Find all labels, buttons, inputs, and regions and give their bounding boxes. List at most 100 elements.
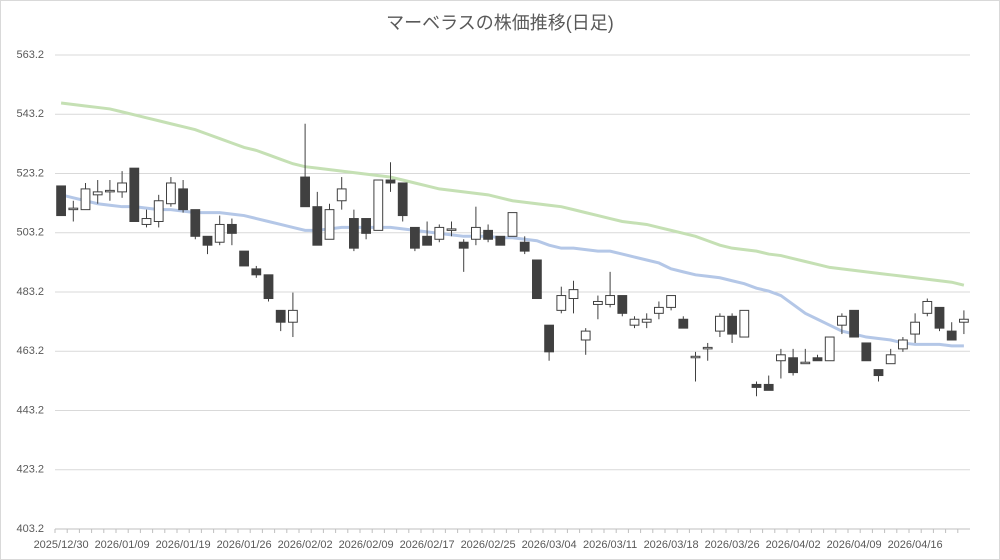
candle-body [166, 182, 176, 205]
candle-body [214, 223, 225, 243]
candle-body [873, 369, 884, 377]
candle-body [178, 188, 188, 211]
candle-body [495, 235, 506, 246]
x-tick-label: 2026/01/09 [95, 539, 150, 551]
candle-body [568, 289, 579, 300]
candle-body [654, 306, 664, 314]
candle-body [397, 182, 408, 217]
y-tick-label: 443.2 [16, 404, 44, 416]
x-tick-label: 2026/03/04 [522, 539, 577, 551]
candle-body [56, 185, 66, 217]
x-tick-label: 2026/02/17 [400, 539, 455, 551]
candle-body [739, 309, 750, 338]
candle-body [263, 274, 274, 300]
candle-body [227, 223, 237, 234]
candle-body [641, 318, 652, 323]
x-tick-label: 2026/02/02 [278, 539, 333, 551]
x-tick-label: 2025/12/30 [34, 539, 89, 551]
candle-body [324, 209, 335, 240]
candle-body [690, 355, 701, 359]
y-tick-label: 403.2 [16, 523, 44, 535]
x-tick-label: 2026/04/09 [827, 539, 882, 551]
y-tick-label: 523.2 [16, 167, 44, 179]
candle-body [922, 300, 933, 314]
candle-body [202, 235, 213, 246]
candle-body [946, 330, 957, 341]
candle-body [959, 318, 969, 323]
candle-body [385, 179, 396, 184]
x-tick-label: 2026/01/19 [156, 539, 211, 551]
candle-body [629, 318, 640, 326]
y-tick-label: 463.2 [16, 345, 44, 357]
candle-body [934, 306, 945, 329]
candle-body [239, 250, 249, 267]
candle-body [580, 330, 591, 341]
candle-body [788, 357, 798, 374]
candle-body [300, 176, 310, 208]
candle-body [422, 235, 432, 246]
candle-body [141, 218, 152, 225]
candle-body [410, 226, 420, 249]
x-tick-label: 2026/04/02 [766, 539, 821, 551]
candle-body [751, 383, 762, 388]
candle-body [702, 346, 713, 350]
candle-body [885, 354, 896, 365]
candle-body [361, 218, 371, 234]
chart-title: マーベラスの株価推移(日足) [386, 13, 614, 33]
candle-body [678, 318, 689, 329]
y-tick-label: 503.2 [16, 227, 44, 239]
candle-body [593, 300, 603, 305]
x-tick-label: 2026/02/25 [461, 539, 516, 551]
candle-body [763, 383, 774, 391]
candle-body [861, 342, 872, 362]
candle-body [605, 295, 615, 305]
candle-body [349, 218, 359, 249]
candle-body [336, 188, 347, 202]
candle-body [544, 324, 554, 353]
x-tick-label: 2026/02/09 [339, 539, 394, 551]
candle-body [812, 357, 823, 362]
x-tick-label: 2026/03/18 [644, 539, 699, 551]
candle-body [898, 339, 908, 350]
candle-body [776, 354, 786, 362]
candle-body [727, 315, 737, 335]
candle-body [837, 315, 847, 326]
candle-body [105, 189, 115, 193]
candle-body [532, 259, 542, 300]
candle-body [153, 200, 164, 222]
candle-body [190, 209, 201, 237]
candle-body [117, 182, 127, 193]
candle-body [288, 309, 298, 323]
y-tick-label: 483.2 [16, 286, 44, 298]
y-tick-label: 543.2 [16, 108, 44, 120]
y-tick-label: 563.2 [16, 49, 44, 61]
y-tick-label: 423.2 [16, 464, 44, 476]
moving-average [60, 101, 965, 287]
candle-body [80, 188, 91, 211]
moving-average [60, 193, 964, 348]
candle-body [251, 268, 262, 276]
candle-body [471, 226, 481, 240]
candle-body [68, 207, 79, 211]
candle-body [556, 295, 567, 311]
candle-body [715, 315, 725, 332]
candle-body [824, 336, 835, 362]
candle-body [910, 321, 920, 335]
candle-body [446, 228, 457, 231]
x-tick-label: 2026/01/26 [217, 539, 272, 551]
candle-body [483, 229, 493, 240]
candle-body [373, 179, 384, 231]
candle-body [92, 191, 103, 196]
candle-body [519, 241, 530, 252]
candle-body [507, 212, 518, 237]
candle-body [312, 206, 323, 246]
candle-body [666, 295, 676, 308]
candle-body [849, 309, 859, 338]
candle-body [129, 167, 140, 222]
candle-body [800, 361, 811, 365]
x-tick-label: 2026/03/11 [583, 539, 637, 551]
x-tick-label: 2026/03/26 [705, 539, 760, 551]
x-tick-label: 2026/04/16 [888, 539, 943, 551]
